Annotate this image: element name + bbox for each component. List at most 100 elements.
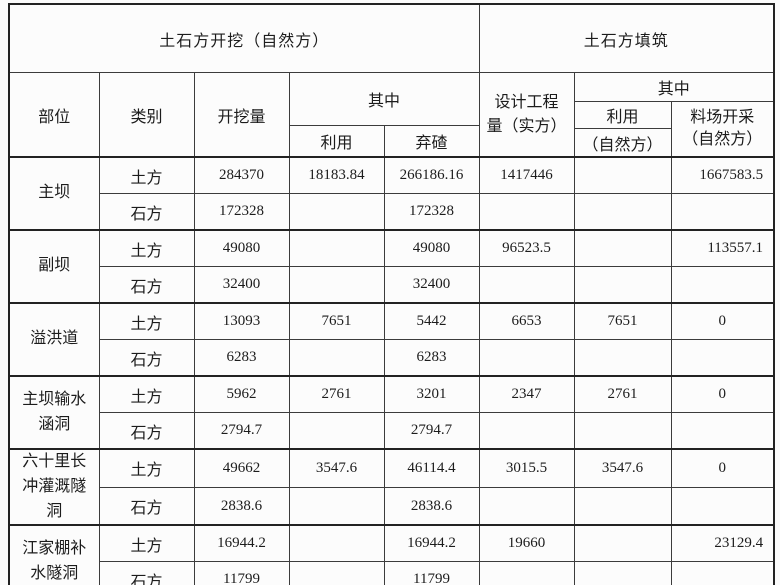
header-use-natural: 利用 （自然方） <box>575 102 672 156</box>
value-use: 3547.6 <box>288 447 385 488</box>
value-use <box>288 339 385 377</box>
category-cell: 土方 <box>98 524 195 563</box>
value-waste: 11799 <box>383 561 480 585</box>
value-excavation: 172328 <box>193 193 290 231</box>
header-part: 部位 <box>8 72 100 158</box>
value-design: 3015.5 <box>478 447 575 488</box>
header-among-right-label: 其中 <box>575 73 774 102</box>
category-cell: 土方 <box>98 302 195 340</box>
value-use-natural <box>573 486 672 526</box>
part-cell: 主坝输水 涵洞 <box>8 375 100 450</box>
earthwork-table: 土石方开挖（自然方） 土石方填筑 部位 类别 开挖量 其中 利用 弃碴 设计工程… <box>8 3 776 585</box>
table-row-aux-dam-earth: 副坝 土方 49080 49080 96523.5 113557.1 <box>8 229 775 304</box>
value-design: 96523.5 <box>478 229 575 267</box>
header-fill-section: 土石方填筑 <box>478 3 775 73</box>
value-quarry: 23129.4 <box>670 524 775 563</box>
header-use: 利用 <box>320 135 353 152</box>
header-among-left-label: 其中 <box>290 73 479 126</box>
value-waste: 5442 <box>383 302 480 340</box>
value-quarry <box>670 266 775 304</box>
table-row-culvert-earth: 主坝输水 涵洞 土方 5962 2761 3201 2347 2761 0 <box>8 375 775 450</box>
table-row-aux-dam-rock: 石方 32400 32400 <box>9 266 775 304</box>
value-excavation: 2794.7 <box>193 412 290 450</box>
value-excavation: 2838.6 <box>193 486 290 526</box>
header-quarry-line1: 料场开采 <box>690 108 755 126</box>
value-design: 1417446 <box>478 156 575 194</box>
value-excavation: 6283 <box>193 339 290 377</box>
value-design: 2347 <box>478 375 575 413</box>
value-use: 18183.84 <box>288 156 385 194</box>
value-waste: 172328 <box>383 193 480 231</box>
table-row-irrigation-tunnel-earth: 六十里长 冲灌溉隧 洞 土方 49662 3547.6 46114.4 3015… <box>8 447 775 526</box>
value-use-natural <box>573 524 672 563</box>
table-row-spillway-rock: 石方 6283 6283 <box>9 339 775 377</box>
header-section-row: 土石方开挖（自然方） 土石方填筑 <box>8 3 775 73</box>
table-row-culvert-rock: 石方 2794.7 2794.7 <box>9 412 775 450</box>
value-waste: 2794.7 <box>383 412 480 450</box>
value-excavation: 13093 <box>193 302 290 340</box>
header-use-natural-bottom: （自然方） <box>582 136 663 154</box>
category-cell: 土方 <box>98 229 195 267</box>
value-use-natural <box>573 193 672 231</box>
value-design: 6653 <box>478 302 575 340</box>
value-quarry <box>670 561 775 585</box>
value-waste: 46114.4 <box>383 447 480 488</box>
category-cell: 土方 <box>98 447 195 488</box>
value-waste: 266186.16 <box>383 156 480 194</box>
value-use: 7651 <box>288 302 385 340</box>
header-use-natural-top: 利用 <box>575 102 671 129</box>
value-excavation: 49080 <box>193 229 290 267</box>
category-cell: 石方 <box>98 266 195 304</box>
value-excavation: 5962 <box>193 375 290 413</box>
value-quarry: 0 <box>670 447 775 488</box>
part-cell: 主坝 <box>8 156 100 231</box>
value-design: 19660 <box>478 524 575 563</box>
category-cell: 土方 <box>98 375 195 413</box>
table-row-irrigation-tunnel-rock: 石方 2838.6 2838.6 <box>9 486 775 526</box>
value-quarry: 0 <box>670 375 775 413</box>
value-use-natural: 3547.6 <box>573 447 672 488</box>
value-use-natural <box>573 156 672 194</box>
value-design <box>478 486 575 526</box>
category-cell: 石方 <box>98 412 195 450</box>
value-use-natural <box>573 266 672 304</box>
value-design <box>478 412 575 450</box>
value-design <box>478 266 575 304</box>
value-use-natural <box>573 339 672 377</box>
value-excavation: 284370 <box>193 156 290 194</box>
header-columns-row: 部位 类别 开挖量 其中 利用 弃碴 设计工程 量（实方） 其中 <box>8 72 775 158</box>
value-use: 2761 <box>288 375 385 413</box>
value-design <box>478 561 575 585</box>
value-excavation: 32400 <box>193 266 290 304</box>
value-excavation: 49662 <box>193 447 290 488</box>
table-row-spillway-earth: 溢洪道 土方 13093 7651 5442 6653 7651 0 <box>8 302 775 377</box>
part-cell: 江家棚补 水隧洞 <box>8 524 100 585</box>
table-row-replenish-tunnel-earth: 江家棚补 水隧洞 土方 16944.2 16944.2 19660 23129.… <box>8 524 775 585</box>
value-use-natural <box>573 561 672 585</box>
header-excavation-section: 土石方开挖（自然方） <box>8 3 480 73</box>
value-waste: 49080 <box>383 229 480 267</box>
part-cell: 六十里长 冲灌溉隧 洞 <box>8 447 100 526</box>
value-design <box>478 193 575 231</box>
value-use-natural <box>573 229 672 267</box>
value-use <box>288 561 385 585</box>
value-use <box>288 524 385 563</box>
value-waste: 2838.6 <box>383 486 480 526</box>
value-quarry <box>670 193 775 231</box>
value-quarry: 113557.1 <box>670 229 775 267</box>
value-use-natural: 2761 <box>573 375 672 413</box>
table-row-main-dam-rock: 石方 172328 172328 <box>9 193 775 231</box>
header-quarry-line2: （自然方） <box>682 131 763 148</box>
value-excavation: 11799 <box>193 561 290 585</box>
category-cell: 石方 <box>98 486 195 526</box>
header-design-line2: 量（实方） <box>486 117 567 135</box>
value-use <box>288 412 385 450</box>
value-waste: 16944.2 <box>383 524 480 563</box>
value-quarry <box>670 339 775 377</box>
header-excavation-qty: 开挖量 <box>193 72 290 158</box>
value-quarry <box>670 412 775 450</box>
header-category: 类别 <box>98 72 195 158</box>
value-design <box>478 339 575 377</box>
value-waste: 3201 <box>383 375 480 413</box>
